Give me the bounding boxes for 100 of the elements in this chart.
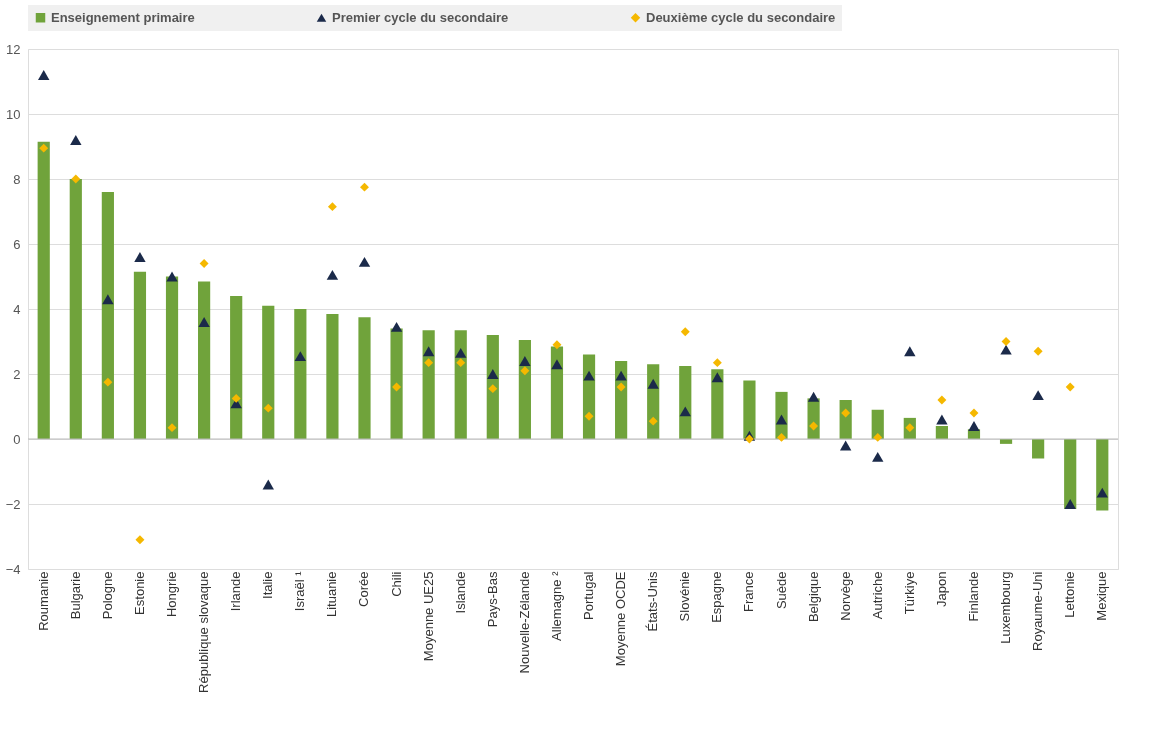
x-tick-label: Suède xyxy=(773,571,789,610)
point xyxy=(39,143,49,153)
point xyxy=(1065,382,1075,392)
y-tick-label: 6 xyxy=(13,236,21,252)
point xyxy=(552,340,562,350)
bar xyxy=(422,330,435,439)
point xyxy=(1033,346,1043,356)
x-tick-label: Japon xyxy=(933,571,949,607)
x-tick-label: Moyenne OCDE xyxy=(613,571,629,667)
point xyxy=(71,174,81,184)
bar xyxy=(133,271,147,439)
x-tick-label: Finlande xyxy=(965,571,981,622)
x-tick-label: Lettonie xyxy=(1062,571,1078,618)
point xyxy=(327,202,337,212)
point xyxy=(392,382,402,392)
bar xyxy=(454,330,467,439)
y-tick-label: 4 xyxy=(13,301,21,317)
bar xyxy=(390,328,403,439)
point xyxy=(807,391,820,402)
x-tick-label: Portugal xyxy=(581,571,597,620)
point xyxy=(648,416,658,426)
y-tick-label: 8 xyxy=(13,171,21,187)
legend-label: Enseignement primaire xyxy=(51,9,195,25)
point xyxy=(1032,390,1044,401)
point xyxy=(679,406,691,417)
point xyxy=(231,393,241,403)
point xyxy=(839,440,852,451)
bar xyxy=(165,276,179,439)
point xyxy=(872,451,884,462)
point xyxy=(390,321,403,332)
y-tick-label: 12 xyxy=(6,41,21,57)
point xyxy=(520,366,530,376)
point xyxy=(616,382,626,392)
x-tick-label: République slovaque xyxy=(196,571,212,693)
point xyxy=(199,259,209,268)
point xyxy=(969,408,979,418)
y-tick-label: −2 xyxy=(5,496,21,512)
legend-label: Deuxième cycle du secondaire xyxy=(646,9,836,25)
bar xyxy=(743,380,756,439)
x-tick-label: Belgique xyxy=(805,571,821,623)
point xyxy=(424,358,434,368)
x-tick-label: Corée xyxy=(356,571,372,607)
point xyxy=(167,423,177,433)
bar xyxy=(101,192,114,439)
bar xyxy=(230,296,243,439)
bar xyxy=(1064,439,1077,509)
point xyxy=(775,414,788,425)
x-tick-label: Nouvelle-Zélande xyxy=(516,571,532,674)
point xyxy=(744,434,754,444)
y-tick-label: −4 xyxy=(5,561,21,577)
point xyxy=(937,395,947,405)
bar xyxy=(69,179,82,439)
point xyxy=(1096,487,1108,498)
bar xyxy=(839,400,852,439)
point xyxy=(936,414,948,425)
point xyxy=(262,479,274,490)
x-tick-label: Luxembourg xyxy=(998,571,1014,644)
point xyxy=(70,135,82,145)
x-tick-label: Türkiye xyxy=(901,571,917,615)
bar xyxy=(486,335,499,439)
bar xyxy=(37,141,50,439)
x-tick-label: Bulgarie xyxy=(67,571,83,620)
point xyxy=(487,369,499,379)
bar xyxy=(326,313,339,439)
x-tick-label: Norvège xyxy=(837,571,853,621)
bar xyxy=(711,369,724,439)
x-tick-label: Hongrie xyxy=(164,571,180,618)
x-tick-label: Italie xyxy=(260,571,276,599)
point xyxy=(1000,344,1012,355)
point xyxy=(583,370,595,381)
x-tick-label: Espagne xyxy=(709,571,725,623)
bar xyxy=(679,365,692,439)
point xyxy=(326,269,339,280)
point xyxy=(135,535,145,545)
x-tick-label: Pays-Bas xyxy=(484,571,500,628)
point xyxy=(777,432,786,442)
point xyxy=(841,408,851,418)
x-tick-label: Irlande xyxy=(228,571,244,612)
point xyxy=(809,421,819,431)
point xyxy=(456,358,466,368)
point xyxy=(968,421,980,431)
point xyxy=(488,384,498,394)
bar xyxy=(198,281,211,439)
point xyxy=(102,294,114,305)
point xyxy=(873,432,883,442)
point xyxy=(358,256,371,267)
point xyxy=(198,317,210,327)
x-tick-label: Allemagne ² xyxy=(548,570,564,641)
point xyxy=(1064,499,1076,509)
point xyxy=(134,252,146,262)
point xyxy=(294,351,307,362)
point xyxy=(455,347,467,358)
bar xyxy=(518,339,531,439)
x-tick-label: France xyxy=(741,571,757,612)
point xyxy=(38,70,50,80)
y-tick-label: 10 xyxy=(6,106,21,122)
point xyxy=(551,359,563,370)
x-tick-label: Moyenne UE25 xyxy=(420,571,436,662)
point xyxy=(904,346,916,357)
point xyxy=(584,411,594,421)
